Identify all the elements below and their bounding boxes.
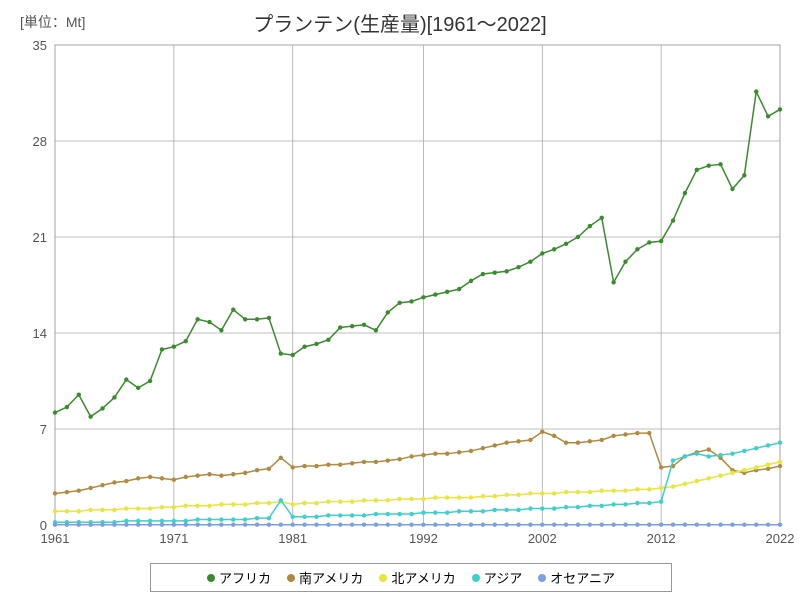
- svg-text:2002: 2002: [528, 531, 557, 546]
- legend-item: オセアニア: [538, 568, 615, 587]
- chart-svg: 07142128351961197119811992200220122022: [0, 0, 800, 600]
- legend-label: 北アメリカ: [391, 568, 455, 587]
- legend-marker-icon: [472, 574, 480, 582]
- legend-marker-icon: [379, 574, 387, 582]
- legend-marker-icon: [538, 574, 546, 582]
- svg-text:7: 7: [40, 422, 47, 437]
- svg-text:14: 14: [33, 326, 47, 341]
- chart-title: プランテン(生産量)[1961～2022]: [0, 8, 800, 37]
- legend-label: アジア: [484, 568, 522, 587]
- legend-label: アフリカ: [219, 568, 271, 587]
- svg-text:28: 28: [33, 134, 47, 149]
- svg-text:35: 35: [33, 38, 47, 53]
- svg-text:2022: 2022: [766, 531, 795, 546]
- legend-item: アフリカ: [207, 568, 271, 587]
- svg-text:2012: 2012: [647, 531, 676, 546]
- svg-text:21: 21: [33, 230, 47, 245]
- legend-label: 南アメリカ: [299, 568, 363, 587]
- legend-item: 北アメリカ: [379, 568, 455, 587]
- legend-marker-icon: [287, 574, 295, 582]
- legend-item: アジア: [472, 568, 522, 587]
- legend-marker-icon: [207, 574, 215, 582]
- chart-container: [単位：Mt] プランテン(生産量)[1961～2022] 0714212835…: [0, 0, 800, 600]
- legend-item: 南アメリカ: [287, 568, 363, 587]
- svg-text:1961: 1961: [41, 531, 70, 546]
- svg-text:1971: 1971: [159, 531, 188, 546]
- svg-text:1992: 1992: [409, 531, 438, 546]
- legend: アフリカ 南アメリカ 北アメリカ アジア オセアニア: [150, 563, 672, 592]
- svg-text:1981: 1981: [278, 531, 307, 546]
- legend-label: オセアニア: [550, 568, 615, 587]
